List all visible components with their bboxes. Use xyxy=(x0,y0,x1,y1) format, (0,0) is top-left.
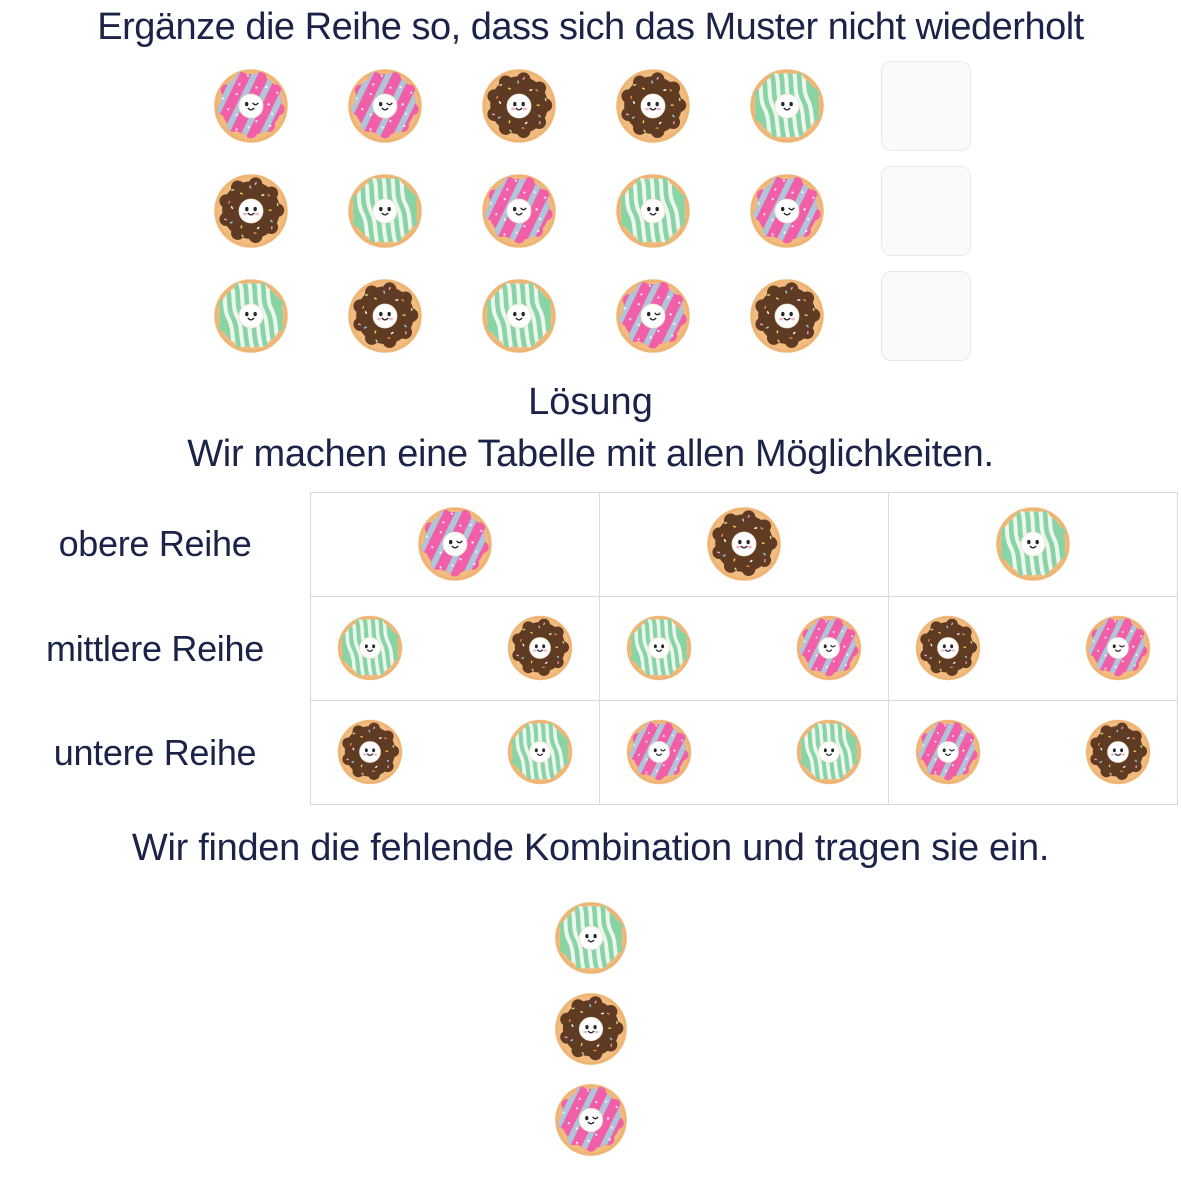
table-cells xyxy=(310,491,1178,597)
donut-green xyxy=(613,171,693,251)
donut-pink xyxy=(747,171,827,251)
solution-outro: Wir finden die fehlende Kombination und … xyxy=(131,826,1050,869)
table-cells xyxy=(310,596,1178,701)
worksheet-page: Ergänze die Reihe so, dass sich das Must… xyxy=(0,6,1181,1159)
donut-green xyxy=(479,276,559,356)
donut-brown xyxy=(479,66,559,146)
donut-brown xyxy=(211,171,291,251)
solution-table-row: mittlere Reihe xyxy=(0,596,1181,701)
answer-stack xyxy=(0,899,1181,1159)
donut-pink xyxy=(552,1081,630,1159)
donut-pink xyxy=(794,613,864,683)
puzzle-row xyxy=(211,60,971,151)
row-label: obere Reihe xyxy=(58,523,252,565)
answer-slot[interactable] xyxy=(880,270,971,361)
donut-brown xyxy=(345,276,425,356)
row-label: mittlere Reihe xyxy=(46,627,264,669)
puzzle-grid xyxy=(0,60,1181,361)
table-cell xyxy=(889,596,1178,701)
table-cell xyxy=(311,492,600,597)
donut-pink xyxy=(1083,613,1153,683)
row-label: untere Reihe xyxy=(53,731,257,773)
puzzle-row xyxy=(211,165,971,256)
donut-pink xyxy=(415,504,495,584)
donut-pink xyxy=(624,717,694,787)
donut-brown xyxy=(613,66,693,146)
puzzle-row xyxy=(211,270,971,361)
donut-green xyxy=(345,171,425,251)
table-cell xyxy=(600,700,889,805)
donut-green xyxy=(211,276,291,356)
table-cell xyxy=(311,596,600,701)
table-cell xyxy=(889,700,1178,805)
answer-slot[interactable] xyxy=(880,60,971,151)
answer-slot[interactable] xyxy=(880,165,971,256)
donut-pink xyxy=(211,66,291,146)
solution-heading: Lösung xyxy=(528,380,653,423)
donut-green xyxy=(335,613,405,683)
donut-pink xyxy=(479,171,559,251)
donut-brown xyxy=(335,717,405,787)
page-title: Ergänze die Reihe so, dass sich das Must… xyxy=(97,6,1084,48)
solution-table-row: untere Reihe xyxy=(0,700,1181,805)
donut-brown xyxy=(1083,717,1153,787)
donut-pink xyxy=(913,717,983,787)
solution-intro: Wir machen eine Tabelle mit allen Möglic… xyxy=(187,433,994,476)
donut-brown xyxy=(505,613,575,683)
solution-table-row: obere Reihe xyxy=(0,491,1181,597)
donut-green xyxy=(993,504,1073,584)
donut-green xyxy=(552,899,630,977)
donut-brown xyxy=(747,276,827,356)
donut-pink xyxy=(613,276,693,356)
donut-green xyxy=(747,66,827,146)
donut-brown xyxy=(913,613,983,683)
donut-green xyxy=(624,613,694,683)
donut-green xyxy=(505,717,575,787)
donut-pink xyxy=(345,66,425,146)
table-cell xyxy=(311,700,600,805)
table-cells xyxy=(310,700,1178,805)
solution-table: obere Reihe mittlere Reihe untere Reihe xyxy=(0,491,1181,805)
table-cell xyxy=(889,492,1178,597)
donut-green xyxy=(794,717,864,787)
donut-brown xyxy=(552,990,630,1068)
donut-brown xyxy=(704,504,784,584)
table-cell xyxy=(600,492,889,597)
table-cell xyxy=(600,596,889,701)
